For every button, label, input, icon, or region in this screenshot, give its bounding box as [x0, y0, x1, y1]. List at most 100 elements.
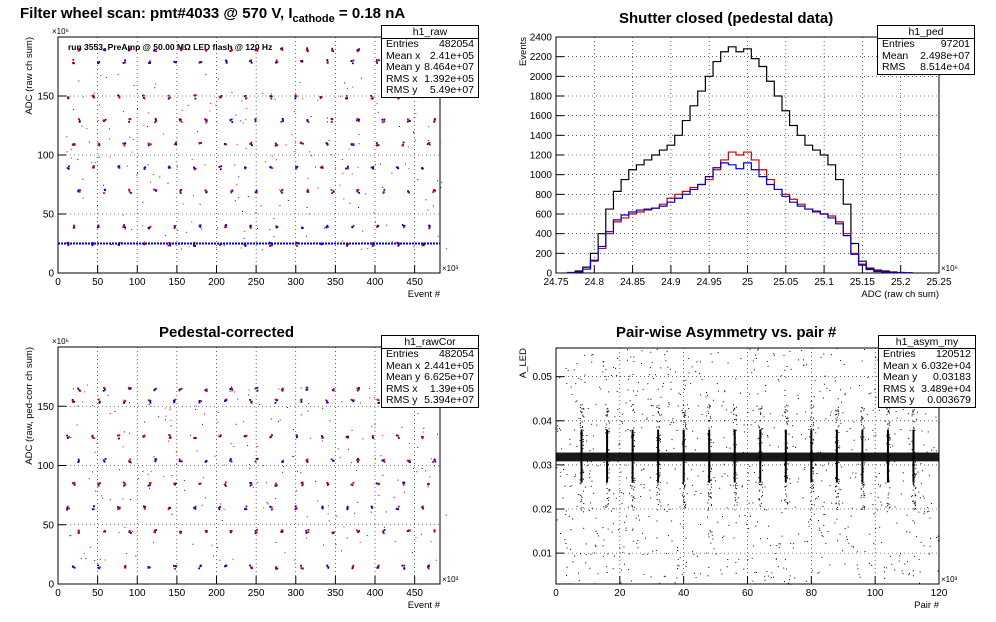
- data-point: [122, 142, 125, 145]
- data-point: [118, 434, 121, 437]
- data-point: [372, 436, 375, 439]
- data-point: [225, 61, 228, 64]
- data-point: [396, 508, 399, 511]
- data-point: [790, 583, 792, 585]
- data-point: [889, 434, 891, 436]
- data-point: [810, 405, 812, 407]
- data-point: [888, 462, 890, 464]
- data-point: [734, 467, 736, 469]
- data-point: [682, 526, 684, 528]
- data-point: [886, 408, 888, 410]
- data-point: [306, 119, 309, 121]
- data-point: [631, 458, 633, 460]
- data-point: [608, 431, 610, 433]
- data-point: [109, 499, 111, 501]
- data-point: [913, 575, 915, 577]
- data-point: [918, 558, 920, 560]
- data-point: [921, 430, 923, 432]
- data-point: [912, 434, 914, 436]
- data-point: [633, 440, 635, 442]
- data-point: [248, 394, 250, 396]
- data-point: [708, 479, 710, 481]
- data-point: [118, 506, 121, 509]
- data-point: [396, 166, 399, 169]
- data-point: [123, 566, 126, 568]
- data-point: [168, 97, 170, 100]
- data-point: [870, 392, 872, 394]
- data-point: [175, 565, 178, 568]
- x-tick-label: 20: [614, 588, 626, 599]
- data-point: [332, 190, 335, 193]
- stats-row: Entries 482054: [382, 38, 478, 51]
- data-point: [199, 203, 201, 205]
- data-point: [301, 567, 304, 570]
- data-point: [663, 509, 665, 511]
- y-axis-label: ADC (raw, ped-corr ch sum): [24, 347, 35, 465]
- data-point: [780, 375, 782, 377]
- data-point: [124, 527, 126, 529]
- data-point: [436, 433, 438, 435]
- data-point: [863, 468, 865, 470]
- data-point: [697, 475, 699, 477]
- data-point: [250, 483, 253, 486]
- data-point: [862, 486, 864, 488]
- data-point: [118, 531, 120, 533]
- data-point: [326, 564, 329, 567]
- x-tick-label: 250: [248, 588, 265, 599]
- data-point: [584, 381, 586, 383]
- data-point: [421, 505, 424, 508]
- data-point: [612, 568, 614, 570]
- data-point: [617, 357, 619, 359]
- data-point: [785, 453, 787, 455]
- data-point: [608, 453, 610, 455]
- data-point: [784, 461, 786, 463]
- data-point: [862, 476, 864, 478]
- data-point: [657, 482, 659, 484]
- data-point: [707, 502, 709, 504]
- data-point: [193, 241, 196, 244]
- data-point: [656, 454, 658, 456]
- data-point: [735, 458, 737, 460]
- data-point: [322, 544, 324, 546]
- data-point: [816, 497, 818, 499]
- data-point: [933, 447, 935, 449]
- data-point: [296, 165, 299, 168]
- data-point: [658, 437, 660, 439]
- data-point: [844, 394, 846, 396]
- data-point: [839, 447, 841, 449]
- data-point: [861, 433, 863, 435]
- data-point: [606, 488, 608, 490]
- y-tick-label: 1800: [530, 92, 553, 103]
- data-point: [279, 47, 282, 50]
- data-point: [148, 404, 150, 406]
- data-point: [863, 456, 865, 458]
- data-point: [786, 495, 788, 497]
- data-point: [307, 528, 310, 531]
- data-point: [433, 530, 436, 532]
- data-point: [836, 416, 838, 418]
- data-point: [356, 49, 359, 51]
- data-point: [659, 450, 661, 452]
- data-point: [632, 433, 634, 435]
- data-point: [889, 421, 891, 423]
- data-point: [717, 390, 719, 392]
- data-point: [928, 553, 930, 555]
- data-point: [297, 470, 299, 472]
- data-point: [886, 462, 888, 464]
- data-point: [889, 456, 891, 458]
- data-point: [759, 420, 761, 422]
- data-point: [445, 248, 447, 250]
- data-point: [684, 426, 686, 428]
- data-point: [154, 118, 157, 121]
- data-point: [707, 492, 709, 494]
- data-point: [255, 212, 257, 214]
- data-point: [930, 459, 932, 461]
- stats-row: RMS y 5.49e+07: [382, 85, 478, 97]
- data-point: [91, 436, 94, 439]
- data-point: [710, 496, 712, 498]
- data-point: [217, 411, 219, 413]
- data-point: [427, 209, 429, 211]
- data-point: [169, 96, 171, 99]
- data-point: [837, 414, 839, 416]
- data-point: [149, 401, 152, 404]
